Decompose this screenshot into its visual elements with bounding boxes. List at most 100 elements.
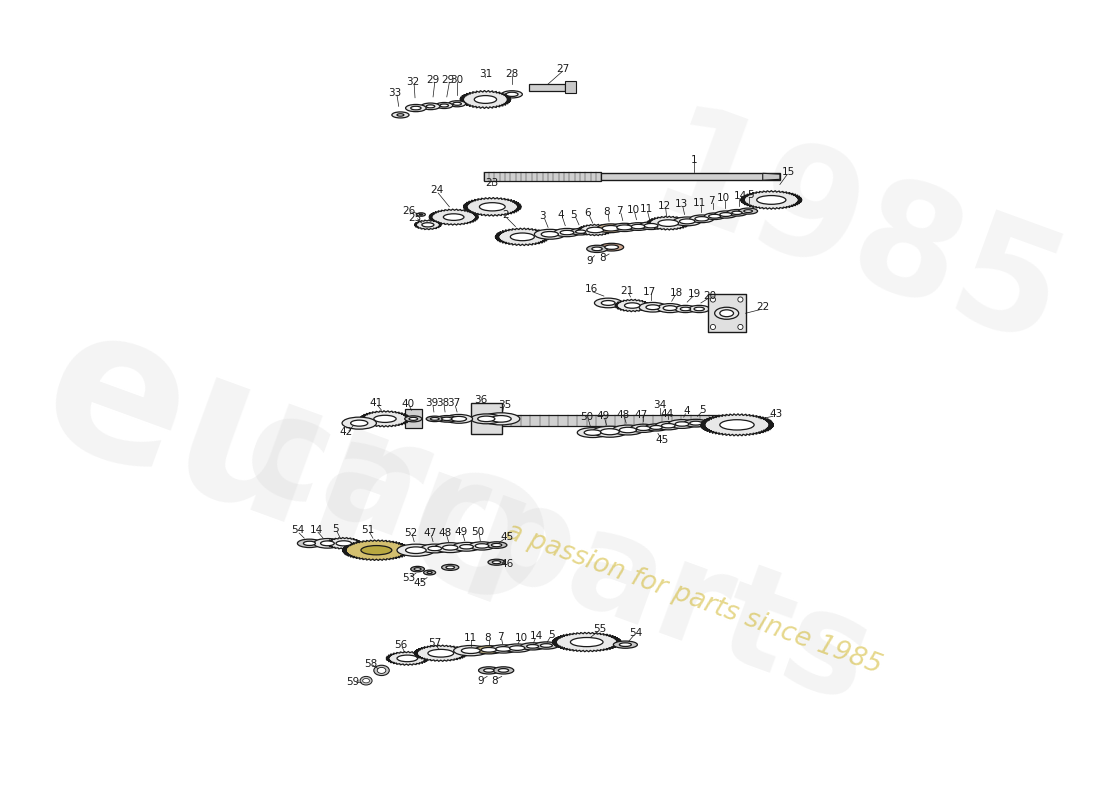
Ellipse shape [475, 544, 488, 548]
Text: 49: 49 [454, 527, 467, 537]
Text: 8: 8 [485, 633, 492, 642]
Ellipse shape [392, 112, 409, 118]
Text: 8: 8 [600, 254, 606, 263]
Text: 8: 8 [492, 676, 498, 686]
Ellipse shape [342, 417, 376, 429]
Ellipse shape [314, 538, 341, 548]
Polygon shape [460, 90, 512, 109]
Text: 24: 24 [430, 186, 443, 195]
Polygon shape [578, 224, 613, 236]
Text: a passion for parts since 1985: a passion for parts since 1985 [503, 519, 886, 679]
Ellipse shape [592, 247, 602, 250]
Text: 3: 3 [540, 211, 547, 222]
Text: 14: 14 [310, 525, 323, 534]
Ellipse shape [406, 105, 426, 112]
Polygon shape [429, 209, 478, 225]
Text: 52: 52 [404, 528, 417, 538]
Ellipse shape [601, 429, 619, 434]
Ellipse shape [637, 426, 650, 430]
Text: 42: 42 [340, 426, 353, 437]
Ellipse shape [374, 415, 396, 422]
Ellipse shape [711, 297, 715, 302]
Ellipse shape [612, 223, 637, 231]
Ellipse shape [474, 95, 496, 103]
Polygon shape [327, 538, 362, 549]
Ellipse shape [639, 222, 663, 230]
Ellipse shape [630, 424, 657, 433]
Text: 7: 7 [497, 632, 504, 642]
Ellipse shape [646, 305, 660, 310]
Polygon shape [463, 198, 521, 216]
Ellipse shape [415, 568, 421, 570]
Text: 45: 45 [500, 532, 514, 542]
Text: 41: 41 [370, 398, 383, 408]
Text: 5: 5 [571, 210, 578, 219]
Text: 17: 17 [642, 286, 656, 297]
Ellipse shape [421, 103, 440, 110]
Text: carparts: carparts [226, 381, 888, 732]
Ellipse shape [689, 306, 710, 313]
Text: 48: 48 [439, 528, 452, 538]
Ellipse shape [397, 114, 404, 116]
Ellipse shape [410, 566, 425, 572]
Polygon shape [728, 416, 750, 425]
Ellipse shape [488, 559, 505, 566]
Ellipse shape [719, 420, 755, 430]
Ellipse shape [631, 224, 645, 229]
Ellipse shape [419, 214, 422, 215]
Ellipse shape [675, 306, 696, 313]
Ellipse shape [571, 638, 603, 646]
Ellipse shape [490, 645, 517, 653]
Text: 15: 15 [782, 167, 795, 178]
Ellipse shape [527, 645, 539, 648]
Ellipse shape [442, 545, 458, 550]
Ellipse shape [360, 677, 372, 685]
Ellipse shape [739, 208, 758, 214]
Text: 14: 14 [530, 631, 543, 641]
Ellipse shape [482, 413, 520, 425]
Ellipse shape [486, 542, 507, 548]
Ellipse shape [684, 419, 707, 427]
Ellipse shape [650, 426, 662, 430]
Ellipse shape [453, 102, 461, 106]
Ellipse shape [441, 564, 459, 570]
Text: 47: 47 [635, 410, 648, 419]
Polygon shape [552, 632, 622, 652]
Ellipse shape [443, 214, 464, 220]
Ellipse shape [446, 414, 473, 423]
Ellipse shape [481, 647, 496, 652]
Ellipse shape [690, 422, 702, 425]
Ellipse shape [427, 571, 432, 574]
Text: 48: 48 [616, 410, 629, 421]
Text: 9: 9 [586, 256, 593, 266]
Ellipse shape [351, 420, 367, 426]
Ellipse shape [657, 303, 683, 313]
Ellipse shape [738, 297, 742, 302]
Ellipse shape [493, 561, 500, 564]
Text: 21: 21 [620, 286, 634, 296]
Text: 1: 1 [691, 154, 697, 165]
Text: 6: 6 [584, 208, 591, 218]
Text: 5: 5 [548, 630, 554, 640]
Ellipse shape [690, 215, 714, 222]
Text: 35: 35 [498, 400, 512, 410]
Text: 5: 5 [332, 524, 339, 534]
Text: 36: 36 [474, 395, 487, 405]
Text: 13: 13 [674, 199, 688, 210]
Ellipse shape [426, 416, 443, 422]
Ellipse shape [336, 541, 352, 546]
Text: 46: 46 [500, 559, 514, 569]
Ellipse shape [605, 245, 618, 250]
Ellipse shape [541, 231, 559, 237]
Ellipse shape [421, 544, 449, 553]
Ellipse shape [437, 415, 458, 422]
Ellipse shape [645, 424, 668, 431]
Ellipse shape [498, 669, 508, 672]
Ellipse shape [406, 547, 426, 554]
Ellipse shape [704, 213, 725, 219]
Ellipse shape [619, 427, 637, 433]
Ellipse shape [613, 425, 644, 435]
Ellipse shape [535, 642, 559, 649]
Text: 39: 39 [425, 398, 438, 408]
Text: 18: 18 [670, 288, 683, 298]
